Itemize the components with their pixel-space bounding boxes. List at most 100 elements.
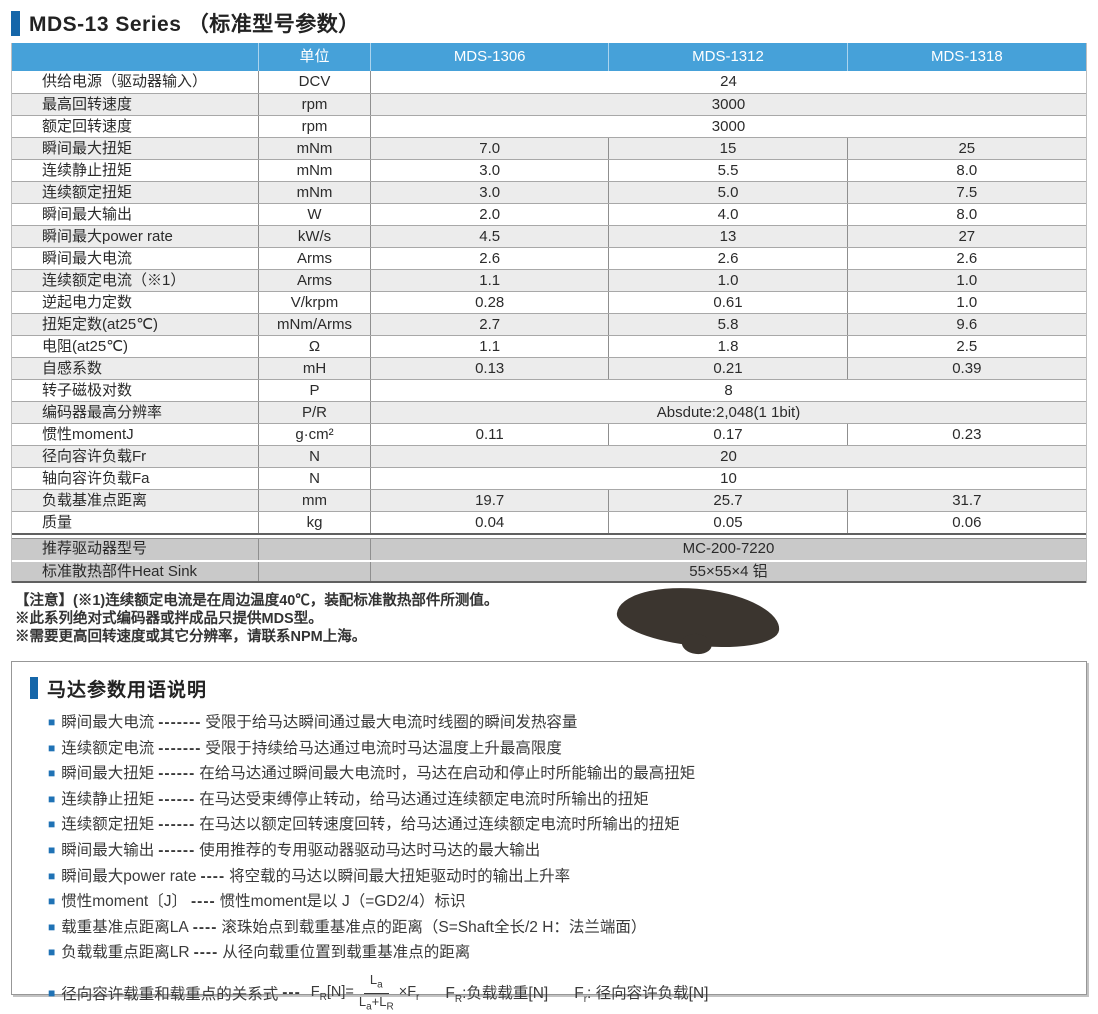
row-value-1: 15 [609,138,848,159]
row-value-0: 7.0 [371,138,610,159]
spec-row: 供给电源（驱动器输入） DCV 24 [12,71,1086,93]
header-corner-cell [12,43,259,71]
spec-row: 转子磁极对数 P 8 [12,379,1086,401]
row-value-merged: 55×55×4 铝 [689,563,768,580]
spec-row: 连续静止扭矩 mNm 3.0 5.5 8.0 [12,159,1086,181]
glossary-title: 马达参数用语说明 [47,679,208,701]
page-title: MDS-13 Series （标准型号参数） [29,13,360,36]
row-unit [259,562,371,581]
page-title-row: MDS-13 Series （标准型号参数） [11,8,1087,38]
glossary-dashes: ------- [158,714,202,731]
spec-row: 径向容许负载Fr N 20 [12,445,1086,467]
row-value-2: 27 [958,228,976,245]
row-value-1: 0.61 [609,292,848,313]
row-value-0: 2.0 [371,204,610,225]
row-label: 转子磁极对数 [12,380,259,401]
table-header-row: 单位 MDS-1306 MDS-1312 MDS-1318 [12,43,1086,71]
glossary-term: 载重基准点距离LA [61,918,189,936]
glossary-item: ■ 连续额定电流 ------- 受限于持续给马达通过电流时马达温度上升最高限度 [48,736,1068,762]
row-value-1: 5.5 [609,160,848,181]
bullet-square-icon: ■ [48,740,56,755]
glossary-item: ■ 瞬间最大输出 ------ 使用推荐的专用驱动器驱动马达时马达的最大输出 [48,838,1068,864]
row-value-1: 0.05 [609,512,848,533]
glossary-desc: 从径向载重位置到载重基准点的距离 [222,944,471,962]
glossary-formula-line: ■ 径向容许载重和载重点的关系式 --- FR[N]= La La+LR ×Fr… [30,972,1068,1014]
spec-row: 惯性momentJ g·cm² 0.11 0.17 0.23 [12,423,1086,445]
row-value-0: 4.5 [371,226,610,247]
spec-row: 额定回转速度 rpm 3000 [12,115,1086,137]
glossary-item: ■ 瞬间最大power rate ---- 将空载的马达以瞬间最大扭矩驱动时的输出上升… [48,864,1068,890]
glossary-dashes: ------ [158,841,196,859]
bullet-square-icon: ■ [48,715,56,729]
row-value-merged: 10 [720,470,737,487]
glossary-item: ■ 负载载重点距离LR ---- 从径向载重位置到载重基准点的距离 [48,940,1068,966]
note-line: ※需要更高回转速度或其它分辨率，请联系NPM上海。 [15,629,367,645]
header-model-1318: MDS-1318 [930,48,1003,65]
formula-label: 径向容许载重和载重点的关系式 [61,986,279,1004]
row-unit: Arms [259,270,371,291]
row-label: 轴向容许负载Fa [12,468,259,489]
glossary-desc: 惯性moment是以 J（=GD2/4）标识 [219,893,466,911]
row-label: 扭矩定数(at25℃) [12,314,259,335]
row-value-1: 5.8 [609,314,848,335]
table-footer: 推荐驱动器型号 MC-200-7220 标准散热部件Heat Sink 55×55×4… [12,538,1086,583]
row-value-merged: 24 [720,73,737,90]
title-accent-bar [11,10,20,36]
row-value-1: 0.17 [609,424,848,445]
glossary-desc: 在马达受束缚停止转动，给马达通过连续额定电流时所输出的扭矩 [199,790,649,808]
glossary-item: ■ 连续额定扭矩 ------ 在马达以额定回转速度回转，给马达通过连续额定电流时所输… [48,812,1068,838]
row-label: 瞬间最大电流 [12,248,259,269]
row-value-2: 31.7 [952,492,982,509]
row-label: 电阻(at25℃) [12,336,259,357]
glossary-desc: 将空载的马达以瞬间最大扭矩驱动时的输出上升率 [229,867,571,885]
glossary-desc: 受限于持续给马达通过电流时马达温度上升最高限度 [205,739,562,757]
row-value-0: 0.28 [371,292,610,313]
glossary-term: 瞬间最大电流 [61,714,155,731]
glossary-item: ■ 瞬间最大扭矩 ------ 在给马达通过瞬间最大电流时，马达在启动和停止时所能输出… [48,761,1068,787]
row-label: 连续额定扭矩 [12,182,259,203]
row-value-1: 13 [609,226,848,247]
glossary-term: 惯性moment〔J〕 [61,893,187,911]
row-value-0: 0.11 [371,424,610,445]
row-value-1: 2.6 [609,248,848,269]
spec-row: 电阻(at25℃) Ω 1.1 1.8 2.5 [12,335,1086,357]
bullet-square-icon: ■ [48,766,56,781]
row-value-1: 5.0 [609,182,848,203]
spec-row: 连续额定电流（※1） Arms 1.1 1.0 1.0 [12,269,1086,291]
row-label: 瞬间最大扭矩 [12,138,259,159]
spec-row: 瞬间最大扭矩 mNm 7.0 15 25 [12,137,1086,159]
row-unit: mm [259,490,371,511]
glossary-box: 马达参数用语说明 ■ 瞬间最大电流 ------- 受限于给马达瞬间通过最大电流时线圈… [11,661,1087,1012]
bullet-square-icon: ■ [48,791,56,806]
row-value-2: 2.5 [956,338,978,355]
row-unit: Arms [259,248,371,269]
row-value-2: 8.0 [956,162,978,179]
row-label: 供给电源（驱动器输入） [12,71,259,93]
row-unit: N [259,446,371,467]
glossary-title-row: 马达参数用语说明 [30,675,1068,701]
formula-rhs: ×Fr [398,983,420,1003]
table-body: 供给电源（驱动器输入） DCV 24 最高回转速度 rpm 3000 额定回转速度 rpm 30… [12,71,1086,535]
glossary-dashes: ------ [158,790,196,808]
row-value-0: 0.04 [371,512,610,533]
row-unit: rpm [259,116,371,137]
glossary-desc: 滚珠始点到载重基准点的距离（S=Shaft全长/2 H：法兰端面） [221,918,647,936]
row-value-merged: 20 [720,448,737,465]
header-model-1306: MDS-1306 [371,43,610,71]
row-unit: V/krpm [259,292,371,313]
spec-row: 编码器最高分辨率 P/R Absdute:2,048(1 1bit) [12,401,1086,423]
glossary-dashes: ---- [193,944,219,962]
row-value-0: 1.1 [371,336,610,357]
row-unit: P/R [259,402,371,423]
row-value-2: 8.0 [956,206,978,223]
glossary-term: 瞬间最大输出 [61,841,155,859]
spec-row: 推荐驱动器型号 MC-200-7220 [12,539,1086,560]
spec-row: 扭矩定数(at25℃) mNm/Arms 2.7 5.8 9.6 [12,313,1086,335]
row-unit: mNm [259,138,371,159]
row-unit: g·cm² [259,424,371,445]
row-label: 瞬间最大输出 [12,204,259,225]
row-value-merged: 3000 [711,96,746,113]
row-label: 质量 [12,512,259,533]
row-value-0: 3.0 [371,160,610,181]
bullet-square-icon: ■ [48,945,56,960]
